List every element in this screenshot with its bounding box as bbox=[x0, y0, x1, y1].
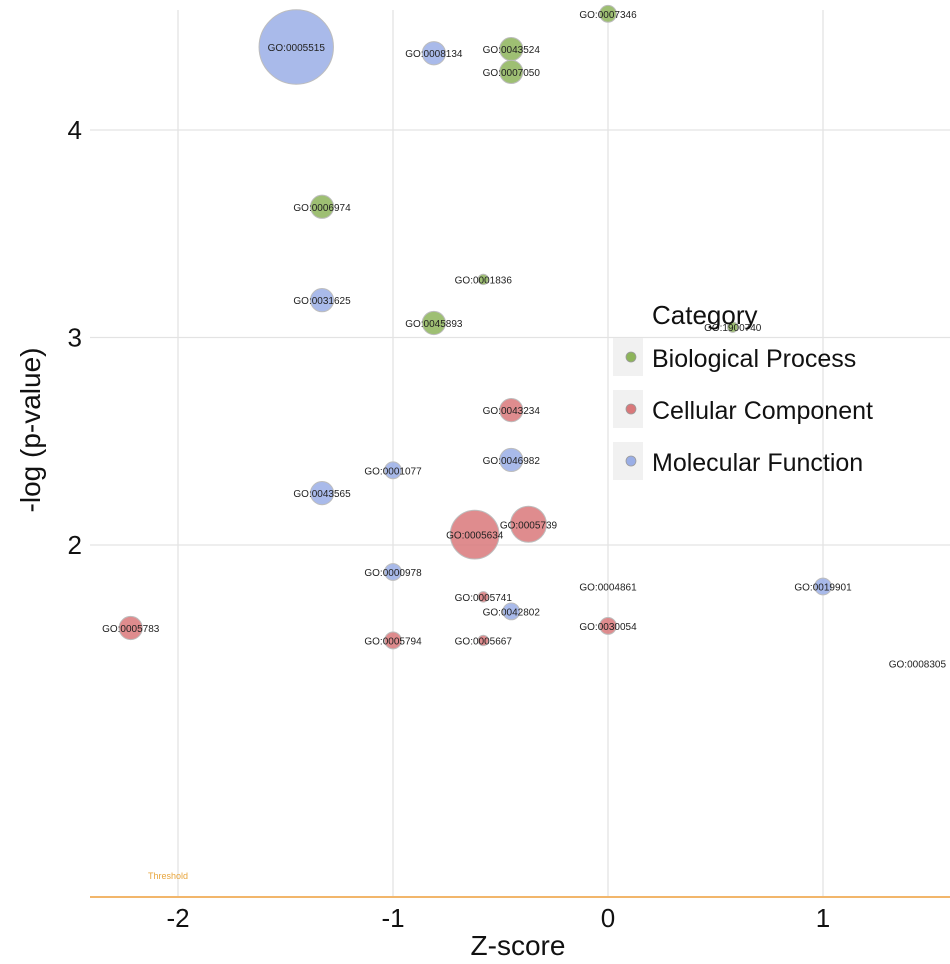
go-term-point: GO:0043234 bbox=[483, 398, 541, 423]
point-label: GO:0005794 bbox=[364, 636, 422, 647]
legend-swatch bbox=[625, 403, 637, 415]
point-label: GO:0008134 bbox=[405, 49, 463, 60]
data-points: GO:0005515GO:0005829GO:0005634GO:0005739… bbox=[102, 4, 947, 670]
point-bubble bbox=[814, 577, 832, 596]
go-term-point: GO:0019901 bbox=[794, 577, 852, 596]
x-axis-ticks: -2 -1 0 1 bbox=[166, 903, 830, 933]
point-bubble bbox=[421, 41, 446, 66]
y-tick-label: 4 bbox=[68, 115, 82, 145]
point-bubble bbox=[384, 563, 402, 581]
x-tick-label: -2 bbox=[166, 903, 189, 933]
point-bubble bbox=[499, 398, 524, 423]
point-label: GO:0005741 bbox=[455, 593, 513, 604]
legend-entry: Molecular Function bbox=[652, 449, 863, 477]
go-term-point: GO:0001077 bbox=[364, 461, 422, 480]
go-term-point: GO:0043565 bbox=[293, 481, 351, 506]
go-term-point: GO:0030054 bbox=[579, 617, 637, 635]
point-bubble bbox=[384, 461, 402, 480]
go-term-point: GO:0005515 bbox=[258, 9, 334, 85]
point-label: GO:0007346 bbox=[579, 10, 637, 21]
point-label: GO:0005515 bbox=[268, 43, 326, 54]
go-term-point: GO:0007346 bbox=[579, 4, 637, 23]
point-bubble bbox=[727, 321, 739, 333]
point-label: GO:0005783 bbox=[102, 624, 160, 635]
point-bubble bbox=[509, 505, 547, 543]
point-bubble bbox=[309, 481, 335, 506]
point-label: GO:0042802 bbox=[483, 607, 541, 618]
point-bubble bbox=[258, 9, 334, 85]
go-term-point: GO:0004861 bbox=[579, 583, 637, 594]
legend-entry: Cellular Component bbox=[652, 397, 873, 425]
point-label: GO:0043565 bbox=[293, 489, 351, 500]
point-label: GO:0043234 bbox=[483, 406, 541, 417]
legend-swatch bbox=[625, 351, 637, 363]
go-term-point: GO:0005634 bbox=[446, 509, 504, 560]
point-bubble bbox=[599, 617, 617, 635]
go-term-point: GO:0006974 bbox=[293, 194, 351, 219]
point-bubble bbox=[449, 509, 500, 560]
point-bubble bbox=[384, 631, 402, 650]
go-term-point: GO:0045893 bbox=[405, 310, 463, 336]
point-bubble bbox=[477, 273, 489, 286]
point-label: GO:0005634 bbox=[446, 531, 504, 542]
point-bubble bbox=[477, 634, 489, 647]
point-label: GO:0005739 bbox=[500, 520, 558, 531]
x-tick-label: 0 bbox=[601, 903, 615, 933]
x-axis-title: Z-score bbox=[471, 930, 566, 961]
go-term-point: GO:1900740 bbox=[704, 321, 762, 334]
grid-lines bbox=[90, 10, 950, 898]
go-term-point: GO:0005741 bbox=[455, 591, 513, 604]
point-bubble bbox=[499, 59, 524, 85]
go-term-point: GO:0043524 bbox=[483, 36, 541, 62]
go-term-point: GO:0031625 bbox=[293, 288, 351, 313]
point-label: GO:0043524 bbox=[483, 45, 541, 56]
go-term-point: GO:0005667 bbox=[455, 634, 513, 647]
point-label: GO:0030054 bbox=[579, 622, 637, 633]
go-term-point: GO:0005739 bbox=[500, 505, 558, 543]
point-label: GO:0005667 bbox=[455, 636, 513, 647]
go-term-point: GO:0046982 bbox=[483, 447, 541, 473]
x-tick-label: -1 bbox=[381, 903, 404, 933]
point-label: GO:1900740 bbox=[704, 323, 762, 334]
point-label: GO:0001836 bbox=[455, 275, 513, 286]
legend: Category Biological Process Cellular Comp… bbox=[613, 300, 873, 480]
go-term-point: GO:0007050 bbox=[483, 59, 541, 85]
legend-entry: Biological Process bbox=[652, 345, 856, 373]
point-bubble bbox=[499, 447, 524, 473]
point-bubble bbox=[502, 602, 521, 621]
point-bubble bbox=[309, 288, 335, 313]
point-label: GO:0019901 bbox=[794, 583, 852, 594]
legend-title: Category bbox=[652, 300, 758, 330]
go-term-point: GO:0008134 bbox=[405, 41, 463, 66]
point-label: GO:0006974 bbox=[293, 203, 351, 214]
threshold-label: Threshold bbox=[148, 871, 188, 881]
point-label: GO:0004861 bbox=[579, 583, 637, 594]
x-tick-label: 1 bbox=[816, 903, 830, 933]
y-tick-label: 3 bbox=[68, 323, 82, 353]
go-term-point: GO:0042802 bbox=[483, 602, 541, 621]
y-tick-label: 2 bbox=[68, 530, 82, 560]
y-axis-title: -log (p-value) bbox=[15, 348, 46, 513]
go-term-point: GO:0000978 bbox=[364, 563, 422, 581]
go-term-point: GO:0008305 bbox=[889, 659, 947, 670]
point-bubble bbox=[118, 615, 143, 641]
go-term-point: GO:0005794 bbox=[364, 631, 422, 650]
point-bubble bbox=[599, 4, 617, 23]
point-bubble bbox=[421, 310, 446, 336]
point-label: GO:0001077 bbox=[364, 466, 422, 477]
go-term-point: GO:0005783 bbox=[102, 615, 160, 641]
point-label: GO:0007050 bbox=[483, 68, 541, 79]
go-term-point: GO:0001836 bbox=[455, 273, 513, 286]
point-label: GO:0045893 bbox=[405, 319, 463, 330]
point-bubble bbox=[477, 591, 489, 603]
point-label: GO:0008305 bbox=[889, 659, 947, 670]
threshold-line: Threshold bbox=[90, 871, 950, 898]
point-label: GO:0031625 bbox=[293, 296, 351, 307]
point-label: GO:0000978 bbox=[364, 568, 422, 579]
point-bubble bbox=[309, 194, 335, 219]
point-label: GO:0046982 bbox=[483, 456, 541, 467]
y-axis-ticks: 2345 bbox=[68, 115, 82, 560]
legend-swatch bbox=[625, 455, 637, 467]
